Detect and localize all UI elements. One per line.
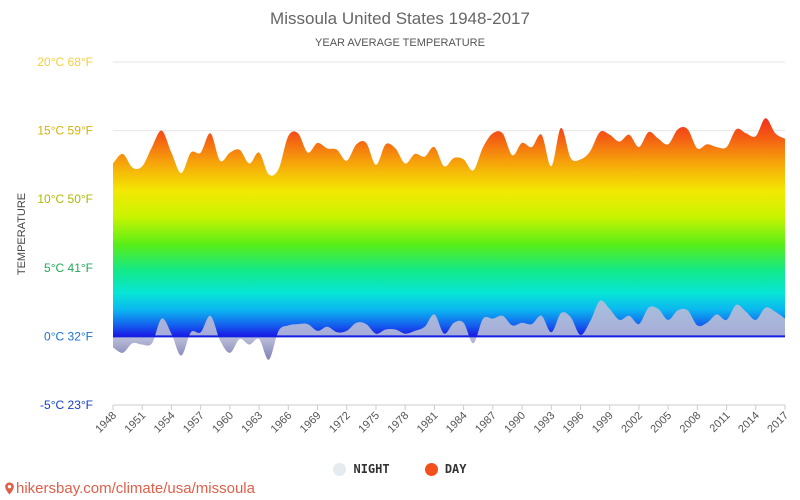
- y-tick-label: 0°C 32°F: [44, 329, 93, 343]
- legend-label-night: NIGHT: [353, 462, 390, 476]
- x-tick-label: 1954: [152, 410, 178, 436]
- x-tick-label: 1990: [502, 410, 528, 436]
- y-axis-ticks: 20°C 68°F 15°C 59°F 10°C 50°F 5°C 41°F 0°C 3…: [37, 55, 93, 412]
- x-tick-label: 2002: [619, 410, 645, 436]
- x-tick-label: 1969: [298, 410, 324, 436]
- x-tick-label: 1963: [239, 410, 265, 436]
- x-tick-label: 1948: [93, 410, 119, 436]
- chart-title: Missoula United States 1948-2017: [270, 9, 530, 28]
- y-tick-label: 20°C 68°F: [37, 55, 93, 69]
- x-tick-label: 1993: [532, 410, 558, 436]
- legend-item-day[interactable]: DAY: [424, 462, 467, 476]
- x-tick-label: 1981: [415, 410, 441, 436]
- x-tick-label: 1999: [590, 410, 616, 436]
- day-temperature-area: [113, 118, 785, 337]
- y-axis-label: TEMPERATURE: [16, 193, 28, 275]
- legend-label-day: DAY: [444, 462, 467, 476]
- x-tick-label: 1996: [561, 410, 587, 436]
- source-link[interactable]: hikersbay.com/climate/usa/missoula: [4, 480, 255, 497]
- legend-item-night[interactable]: NIGHT: [333, 462, 390, 476]
- y-tick-label: -5°C 23°F: [40, 398, 93, 412]
- x-axis-ticks: 1948 1951 1954 1957 1960 1963 1966 1969 1972 1975…: [93, 405, 791, 435]
- x-tick-label: 2008: [678, 410, 704, 436]
- night-legend-dot: [333, 462, 347, 476]
- x-tick-label: 1966: [269, 410, 295, 436]
- x-tick-label: 1984: [444, 410, 470, 436]
- x-tick-label: 1960: [210, 410, 236, 436]
- x-tick-label: 2017: [765, 410, 791, 436]
- x-tick-label: 1972: [327, 410, 353, 436]
- x-tick-label: 2014: [736, 410, 762, 436]
- x-tick-label: 1978: [386, 410, 412, 436]
- x-tick-label: 2011: [708, 410, 733, 435]
- source-url: hikersbay.com/climate/usa/missoula: [16, 480, 255, 497]
- location-pin-icon: [5, 482, 14, 495]
- x-tick-label: 1987: [473, 410, 499, 436]
- x-tick-label: 1957: [181, 410, 207, 436]
- y-tick-label: 5°C 41°F: [44, 261, 93, 275]
- x-tick-label: 1951: [123, 410, 149, 436]
- y-tick-label: 10°C 50°F: [37, 192, 93, 206]
- night-temperature-area: [113, 300, 785, 360]
- chart-subtitle: YEAR AVERAGE TEMPERATURE: [315, 37, 485, 49]
- legend: NIGHT DAY: [0, 462, 800, 479]
- x-tick-label: 2005: [648, 410, 674, 436]
- day-legend-dot: [424, 462, 438, 476]
- y-tick-label: 15°C 59°F: [37, 124, 93, 138]
- x-tick-label: 1975: [356, 410, 382, 436]
